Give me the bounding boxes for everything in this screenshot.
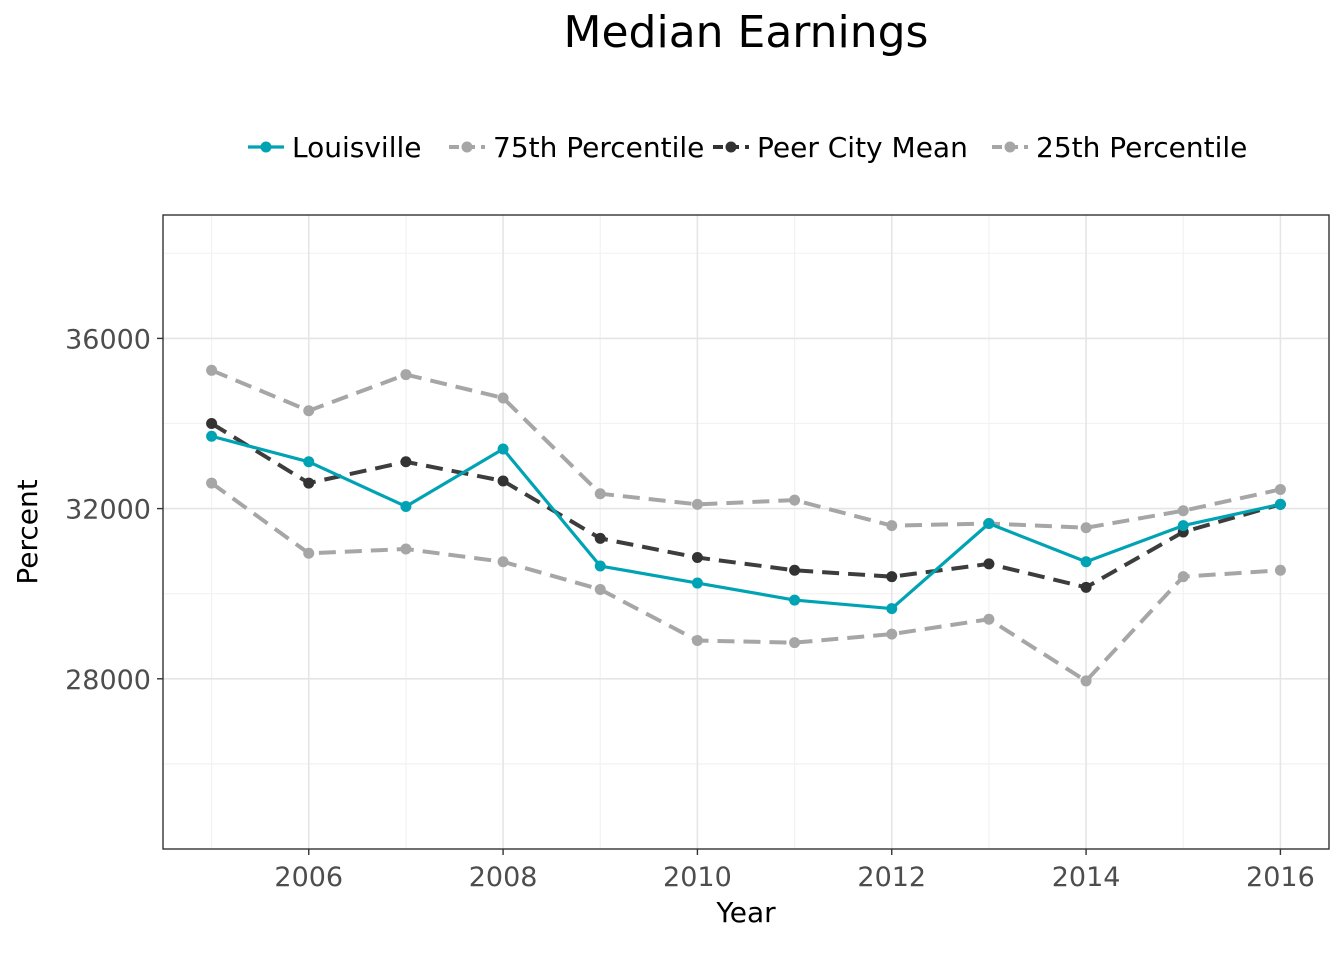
legend-key-point <box>461 141 473 153</box>
data-point <box>886 520 898 532</box>
y-tick-label: 28000 <box>65 665 151 696</box>
series-line <box>211 434 1281 611</box>
series-louisville <box>206 430 1286 615</box>
data-point <box>1274 483 1286 495</box>
data-point <box>303 477 315 489</box>
data-point <box>1274 564 1286 576</box>
data-point <box>1080 522 1092 534</box>
data-point <box>789 494 801 506</box>
legend-item: 25th Percentile <box>992 131 1247 164</box>
data-point <box>1177 505 1189 517</box>
legend-label: Peer City Mean <box>757 131 968 164</box>
x-tick-label: 2006 <box>274 862 343 893</box>
data-point <box>400 543 412 555</box>
data-point <box>691 577 703 589</box>
legend-key-point <box>260 141 272 153</box>
data-point <box>1080 581 1092 593</box>
data-point <box>789 564 801 576</box>
data-point <box>400 500 412 512</box>
data-point <box>400 456 412 468</box>
legend-key-point <box>1004 141 1016 153</box>
data-point <box>303 456 315 468</box>
data-point <box>691 635 703 647</box>
x-tick-label: 2016 <box>1246 862 1315 893</box>
series-line <box>210 421 1281 590</box>
x-tick-label: 2014 <box>1052 862 1121 893</box>
chart-title: Median Earnings <box>564 7 929 58</box>
legend-label: 75th Percentile <box>493 131 704 164</box>
data-point <box>983 558 995 570</box>
data-point <box>303 405 315 417</box>
data-point <box>789 637 801 649</box>
plot-area <box>157 214 1330 855</box>
data-point <box>1080 675 1092 687</box>
series-peer-city-mean <box>206 417 1286 593</box>
data-point <box>206 477 218 489</box>
y-axis-title: Percent <box>11 479 44 584</box>
data-point <box>206 417 218 429</box>
data-point <box>886 628 898 640</box>
data-point <box>400 369 412 381</box>
data-point <box>886 603 898 615</box>
x-axis-title: Year <box>715 896 776 929</box>
plot-border <box>162 214 1330 850</box>
data-point <box>886 571 898 583</box>
legend-item: 75th Percentile <box>449 131 704 164</box>
data-point <box>1177 571 1189 583</box>
series-25th-percentile <box>206 477 1286 687</box>
data-point <box>206 364 218 376</box>
y-tick-label: 32000 <box>65 495 151 526</box>
data-point <box>691 552 703 564</box>
legend-label: Louisville <box>292 131 422 164</box>
legend-key-point <box>725 141 737 153</box>
data-point <box>983 613 995 625</box>
legend: Louisville 75th Percentile Peer City Mean 2… <box>248 131 1247 164</box>
x-tick-label: 2010 <box>663 862 732 893</box>
data-point <box>303 547 315 559</box>
series-line <box>210 368 1281 530</box>
x-tick-label: 2008 <box>469 862 538 893</box>
data-point <box>594 560 606 572</box>
data-point <box>497 392 509 404</box>
legend-item: Louisville <box>248 131 422 164</box>
data-point <box>497 475 509 487</box>
series-line <box>210 481 1281 683</box>
data-point <box>1274 498 1286 510</box>
series-75th-percentile <box>206 364 1286 534</box>
data-point <box>789 594 801 606</box>
legend-label: 25th Percentile <box>1036 131 1247 164</box>
data-point <box>594 583 606 595</box>
data-point <box>983 517 995 529</box>
x-tick-label: 2012 <box>857 862 926 893</box>
data-point <box>594 488 606 500</box>
data-point <box>691 498 703 510</box>
legend-item: Peer City Mean <box>713 131 968 164</box>
data-point <box>594 532 606 544</box>
data-point <box>497 443 509 455</box>
data-point <box>1177 520 1189 532</box>
y-tick-label: 36000 <box>65 324 151 355</box>
data-point <box>1080 556 1092 568</box>
data-point <box>497 556 509 568</box>
data-point <box>206 430 218 442</box>
